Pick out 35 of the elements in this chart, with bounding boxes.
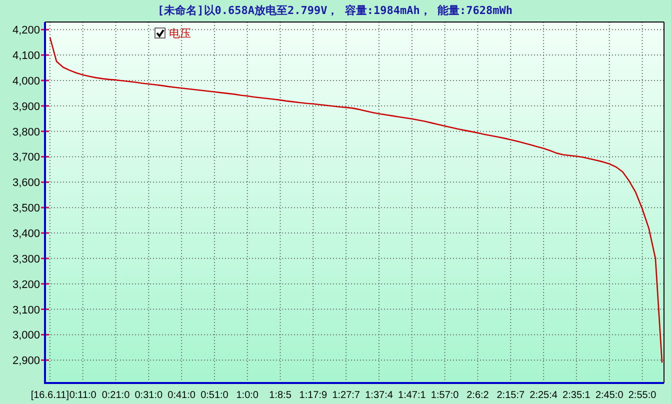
x-tick-label: 0:51:0 <box>200 390 229 401</box>
y-tick-label: 3,900 <box>12 100 40 113</box>
x-tick-label: 1:0:0 <box>236 390 259 401</box>
x-tick-label: 2:15:7 <box>496 390 525 401</box>
x-tick-label: 1:37:4 <box>365 390 394 401</box>
x-tick-label: 2:6:2 <box>466 390 490 401</box>
y-tick-label: 2,900 <box>12 355 40 368</box>
y-tick-label: 3,100 <box>12 304 40 316</box>
x-tick-label: 0:21:0 <box>102 390 130 401</box>
y-tick-label: 4,100 <box>12 50 40 62</box>
y-tick-label: 3,800 <box>12 126 40 138</box>
y-tick-label: 3,500 <box>12 202 40 215</box>
x-tick-label: 2:25:4 <box>530 390 558 401</box>
y-tick-label: 3,700 <box>12 152 40 164</box>
legend-item: 电压 <box>154 27 191 40</box>
y-tick-label: 4,000 <box>12 75 40 88</box>
x-tick-label: 1:47:1 <box>398 390 426 401</box>
x-tick-label: 1:8:5 <box>269 390 292 401</box>
y-tick-label: 3,400 <box>12 228 40 240</box>
y-tick-label: 3,200 <box>12 278 40 291</box>
x-tick-label: 0:41:0 <box>168 390 196 401</box>
y-tick-label: 4,200 <box>12 24 40 37</box>
x-tick-label: 1:57:0 <box>430 390 460 401</box>
chart-title: [未命名]以0.658A放电至2.799V， 容量:1984mAh， 能量:7628mWh <box>158 4 512 17</box>
x-tick-label: 1:17:9 <box>299 390 328 401</box>
y-tick-label: 3,300 <box>12 253 40 266</box>
x-tick-label: 0:11:0 <box>69 390 97 401</box>
x-tick-label: 0:31:0 <box>134 390 163 401</box>
x-tick-label: 2:35:1 <box>562 390 591 401</box>
x-tick-label: 2:55:0 <box>628 390 657 401</box>
x-tick-label: 1:27:7 <box>332 390 360 401</box>
x-tick-label: 2:45:0 <box>595 390 624 401</box>
y-tick-label: 3,000 <box>12 330 40 342</box>
y-tick-label: 3,600 <box>12 177 40 190</box>
x-tick-label: [16.6.11] <box>30 390 70 401</box>
